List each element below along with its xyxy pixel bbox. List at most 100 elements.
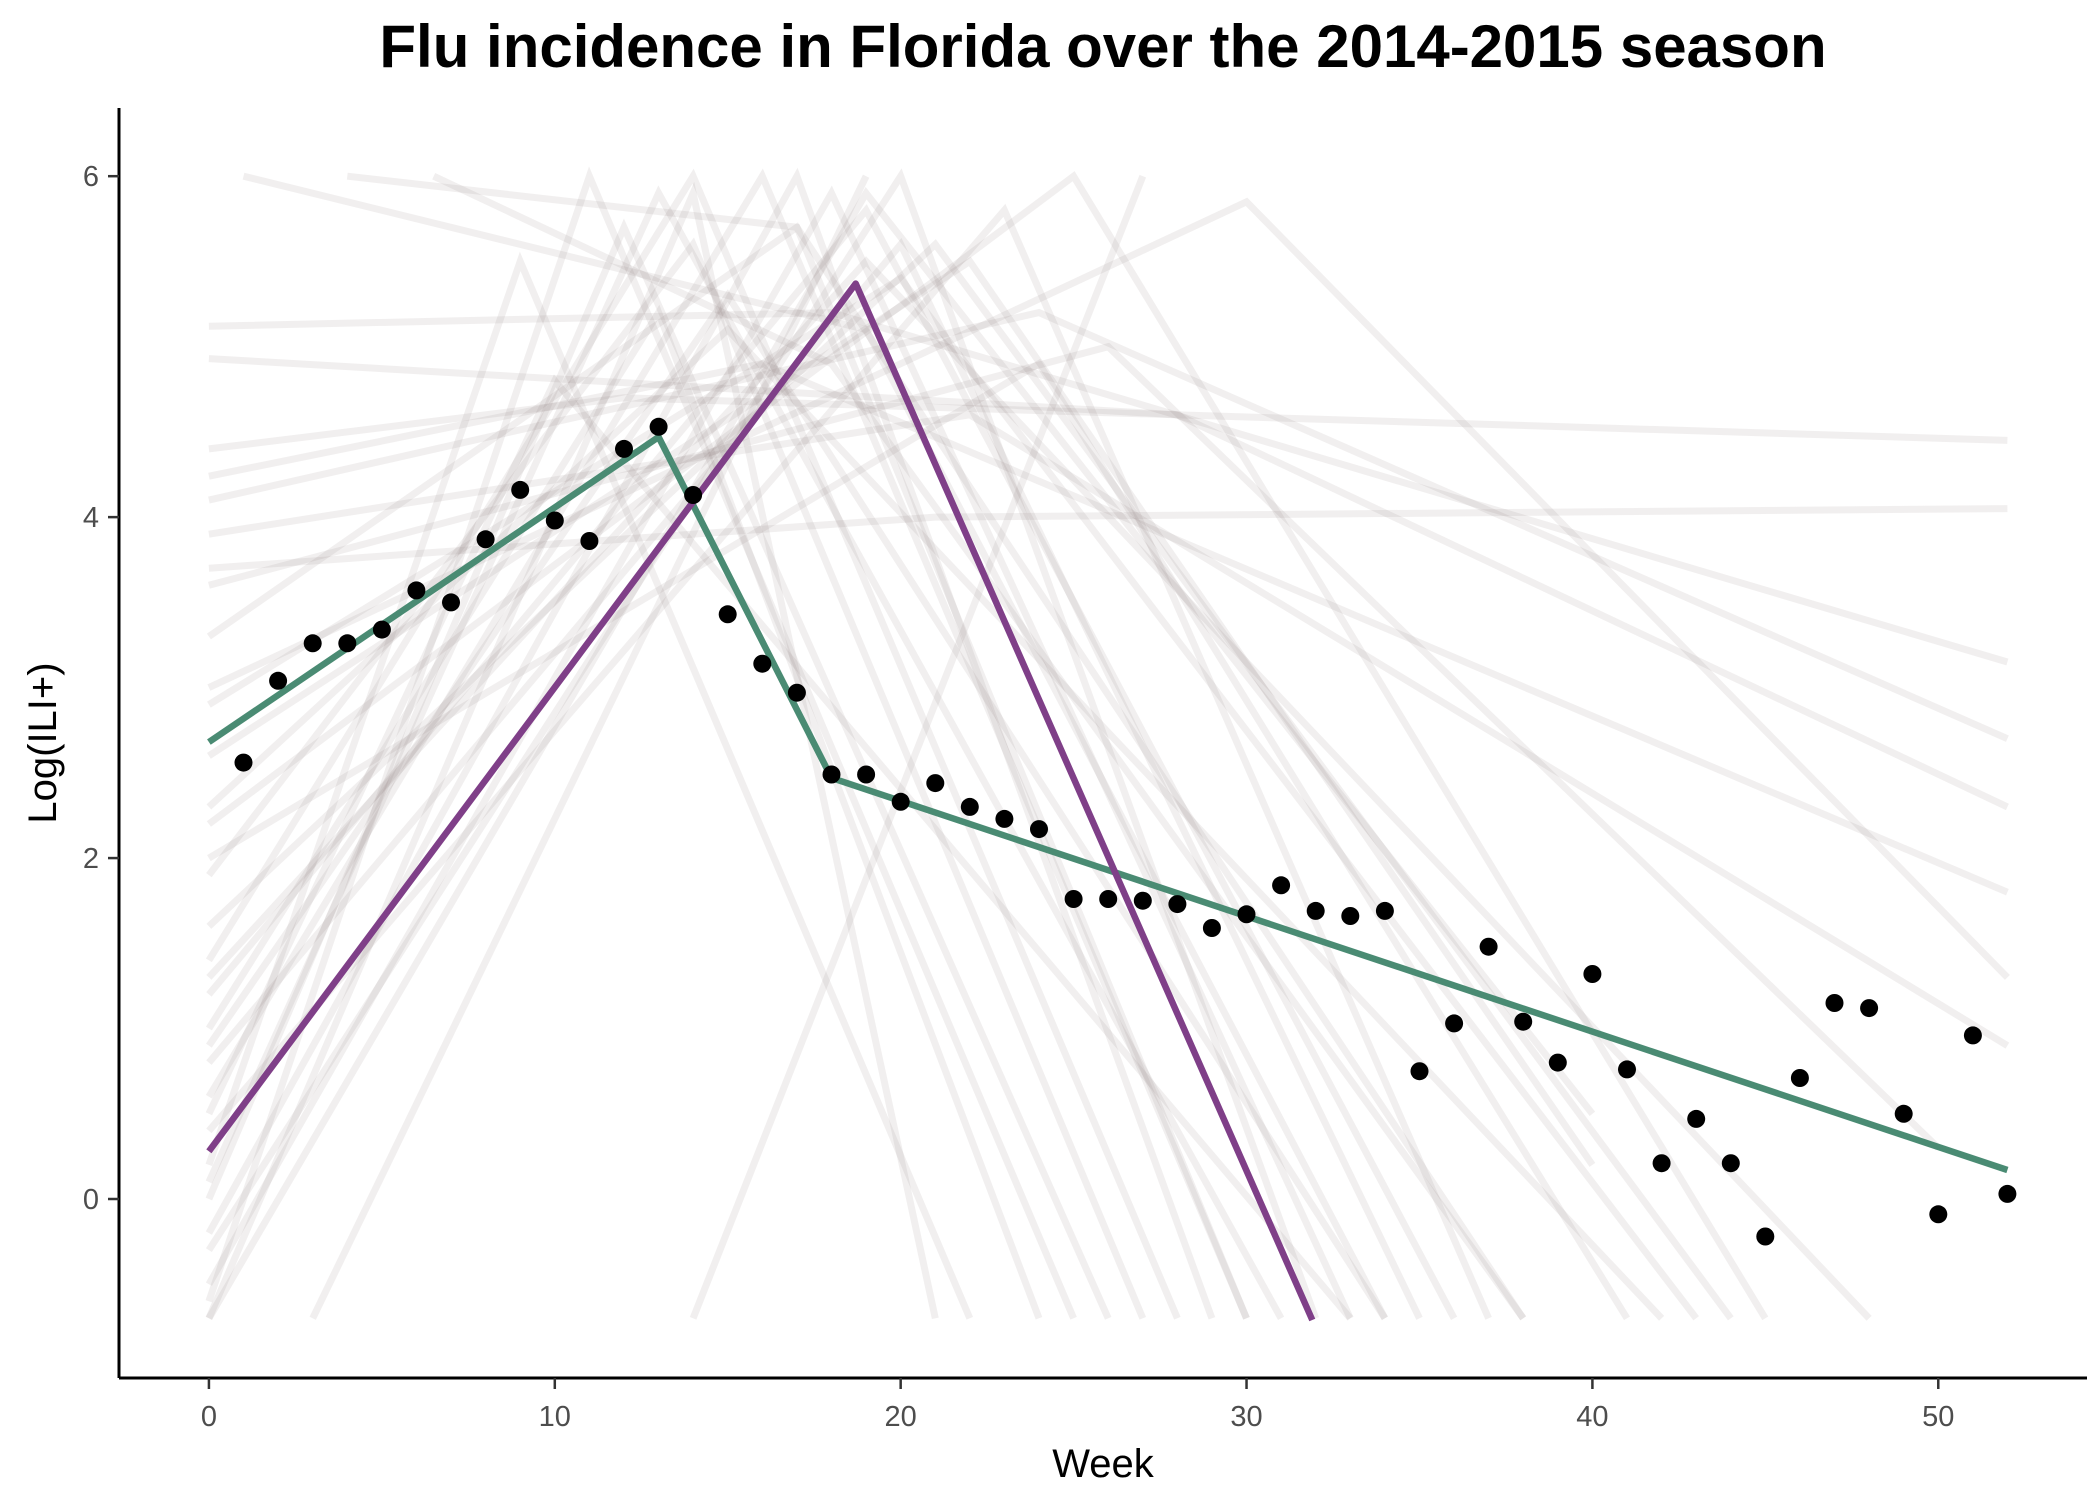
data-point — [1479, 937, 1498, 956]
data-point — [303, 634, 322, 653]
simulated-curve-37 — [309, 174, 870, 1320]
simulated-curve-19 — [207, 273, 1699, 1321]
data-point — [1825, 994, 1844, 1012]
simulated-curve-36 — [205, 181, 939, 1320]
x-tick-label: 10 — [539, 1401, 571, 1433]
data-point — [718, 605, 737, 624]
simulated-curve-10 — [206, 289, 1388, 1321]
y-tick-label: 0 — [83, 1184, 99, 1216]
data-point — [1272, 876, 1291, 895]
data-point — [1894, 1104, 1913, 1123]
data-point — [1099, 890, 1118, 908]
simulated-curve-31 — [205, 218, 1112, 1320]
simulated-curve-6 — [206, 256, 1596, 1167]
data-point — [1168, 895, 1187, 914]
simulated-curve-40 — [206, 238, 1423, 1320]
data-point — [1687, 1109, 1706, 1128]
x-tick-label: 0 — [201, 1401, 217, 1433]
simulated-curve-21 — [205, 167, 1216, 1320]
simulated-curve-1 — [205, 185, 1285, 1320]
y-tick-label: 2 — [83, 843, 99, 875]
axes — [117, 108, 2087, 1380]
simulated-curve-9 — [208, 308, 2009, 742]
data-point — [1410, 1062, 1429, 1081]
axis-ticks: 0 10 20 30 40 50 0 2 4 6 — [83, 161, 1955, 1433]
data-point — [1064, 890, 1083, 908]
data-point — [1237, 905, 1256, 924]
simulated-curve-26 — [206, 239, 1734, 1321]
data-point — [1860, 999, 1879, 1018]
simulated-curve-11 — [205, 251, 974, 1320]
simulated-curve-15 — [208, 309, 2009, 666]
x-tick-label: 50 — [1922, 1401, 1954, 1433]
data-point — [269, 671, 288, 690]
data-point — [787, 683, 806, 702]
simulated-curve-38 — [689, 174, 1147, 1320]
data-point — [822, 765, 841, 784]
data-point — [442, 593, 460, 612]
data-point — [1514, 1012, 1533, 1031]
data-point — [1583, 965, 1602, 983]
data-point — [615, 439, 633, 458]
data-point — [1548, 1053, 1567, 1072]
simulated-curve-39 — [207, 358, 1630, 1321]
simulated-curve-3 — [206, 204, 1458, 1320]
data-point — [926, 774, 945, 793]
data-point — [511, 480, 530, 499]
data-point — [372, 620, 391, 639]
data-point — [753, 654, 772, 673]
data-point — [960, 797, 979, 816]
data-point — [649, 417, 668, 436]
data-point — [1202, 919, 1221, 937]
simulated-curves — [205, 166, 2010, 1321]
data-point — [1721, 1154, 1740, 1173]
simulated-curve-16 — [208, 355, 2009, 811]
y-tick-label: 4 — [83, 502, 99, 534]
x-tick-label: 20 — [885, 1401, 917, 1433]
data-point — [1375, 901, 1394, 920]
data-point — [234, 753, 253, 772]
simulated-curve-25 — [205, 374, 1353, 1321]
data-point — [476, 530, 495, 549]
y-axis-title: Log(ILI+) — [21, 662, 65, 823]
simulated-curve-17 — [205, 187, 1596, 1321]
simulated-curve-14 — [208, 505, 2008, 572]
series-line-2 — [206, 280, 1316, 1322]
simulated-curve-28 — [206, 324, 1665, 1321]
data-point — [1445, 1014, 1464, 1033]
simulated-curve-24 — [208, 360, 2009, 896]
simulated-curve-12 — [206, 171, 1769, 1321]
observed-points — [234, 417, 2017, 1246]
simulated-curve-20 — [206, 203, 1492, 1320]
simulated-curve-13 — [208, 394, 2008, 453]
simulated-curve-22 — [205, 304, 1043, 1320]
data-point — [1618, 1060, 1636, 1079]
simulated-curve-2 — [205, 168, 1250, 1320]
data-point — [995, 809, 1014, 828]
data-point — [1998, 1184, 2017, 1203]
simulated-curve-4 — [205, 168, 1319, 1320]
simulated-curve-35 — [432, 173, 1527, 1321]
data-point — [1306, 901, 1325, 920]
chart-title: Flu incidence in Florida over the 2014-2… — [379, 13, 1826, 80]
data-point — [338, 634, 357, 653]
simulated-curve-23 — [208, 342, 1941, 1151]
simulated-curve-18 — [205, 168, 1181, 1320]
data-point — [580, 532, 599, 550]
x-axis-title: Week — [1052, 1442, 1155, 1486]
data-point — [545, 511, 564, 530]
data-point — [1030, 820, 1048, 839]
data-point — [1756, 1227, 1775, 1246]
data-point — [1133, 891, 1152, 910]
simulated-curve-8 — [206, 222, 1527, 1321]
simulated-curve-32 — [206, 256, 1872, 1321]
data-point — [857, 765, 876, 784]
simulated-curve-5 — [206, 237, 1147, 1320]
fitted-series — [206, 280, 2009, 1322]
simulated-curve-34 — [346, 172, 1250, 1320]
data-point — [407, 581, 426, 600]
simulated-curve-30 — [208, 411, 2010, 1049]
series-line-1 — [207, 433, 2009, 1174]
x-tick-label: 30 — [1230, 1401, 1262, 1433]
